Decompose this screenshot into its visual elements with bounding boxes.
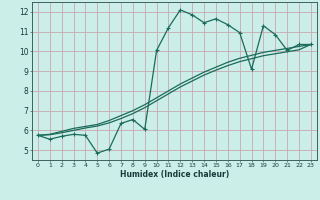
X-axis label: Humidex (Indice chaleur): Humidex (Indice chaleur) <box>120 170 229 179</box>
